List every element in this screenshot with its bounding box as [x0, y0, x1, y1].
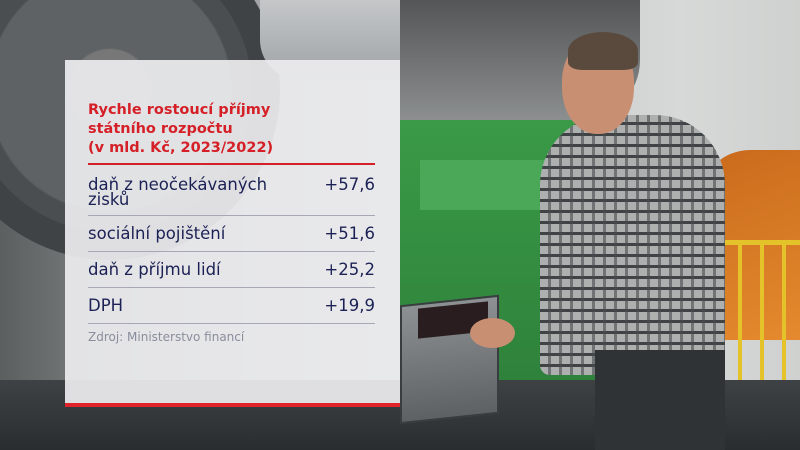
revenue-table: daň z neočekávaných zisků +57,6 sociální… — [88, 172, 375, 324]
table-row: daň z příjmu lidí +25,2 — [88, 252, 375, 288]
source-note: Zdroj: Ministerstvo financí — [88, 330, 245, 344]
row-label: DPH — [88, 296, 124, 315]
man-shirt — [540, 115, 725, 375]
panel-accent-bar — [65, 403, 400, 407]
row-value: +57,6 — [324, 175, 375, 194]
panel-title: Rychle rostoucí příjmy státního rozpočtu… — [88, 101, 388, 158]
row-value: +25,2 — [324, 260, 375, 279]
title-line: Rychle rostoucí příjmy — [88, 102, 271, 118]
row-label: daň z neočekávaných zisků — [88, 175, 268, 209]
row-label: sociální pojištění — [88, 224, 226, 243]
table-row: sociální pojištění +51,6 — [88, 216, 375, 252]
info-panel: Rychle rostoucí příjmy státního rozpočtu… — [65, 60, 400, 405]
green-machine-part — [420, 160, 550, 210]
row-value: +19,9 — [324, 296, 375, 315]
table-row: daň z neočekávaných zisků +57,6 — [88, 172, 375, 216]
title-line: (v mld. Kč, 2023/2022) — [88, 140, 274, 156]
row-value: +51,6 — [324, 224, 375, 243]
row-label: daň z příjmu lidí — [88, 260, 221, 279]
man-hair — [568, 32, 638, 70]
yellow-railing — [720, 240, 800, 395]
title-line: státního rozpočtu — [88, 121, 233, 137]
title-divider — [88, 163, 375, 165]
man-pants — [595, 350, 725, 450]
man-hand — [470, 318, 515, 348]
table-row: DPH +19,9 — [88, 288, 375, 324]
